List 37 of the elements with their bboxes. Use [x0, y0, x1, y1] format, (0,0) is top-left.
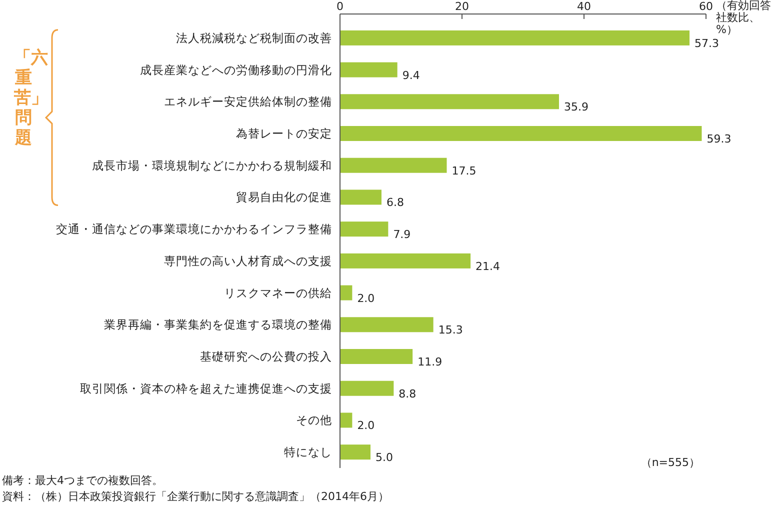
x-tick-label: 60: [699, 0, 713, 13]
y-tick-label: 取引関係・資本の枠を超えた連携促進への支援: [80, 381, 332, 396]
text: 備考：最大4つまでの複数回答。: [2, 474, 163, 487]
data-label: 5.0: [376, 451, 393, 464]
data-label: 8.8: [398, 387, 416, 400]
data-label: 2.0: [357, 419, 375, 432]
data-label: 35.9: [564, 100, 588, 114]
x-tick-label: 40: [577, 0, 591, 13]
y-tick-label: 交通・通信などの事業環境にかかわるインフラ整備: [56, 222, 332, 236]
x-tick-label: 20: [455, 0, 469, 13]
x-axis-title: （有効回答社数比、%）: [716, 0, 772, 36]
data-label: 57.3: [694, 36, 720, 50]
data-label: 2.0: [357, 292, 375, 305]
y-tick-label: その他: [296, 413, 332, 428]
y-tick-label: 法人税減税など税制面の改善: [176, 30, 332, 45]
data-label: 7.9: [393, 228, 411, 242]
y-tick-label: 貿易自由化の促進: [236, 190, 332, 204]
annotation: （n=555）: [640, 456, 700, 469]
data-label: 9.4: [402, 68, 420, 82]
text: 「六重苦」問題: [14, 48, 48, 148]
y-tick-label: 特になし: [284, 445, 332, 460]
data-label: 59.3: [706, 132, 732, 146]
y-tick-label: 業界再編・事業集約を促進する環境の整備: [104, 318, 332, 332]
data-label: 6.8: [386, 196, 404, 210]
y-tick-label: 成長市場・環境規制などにかかわる規制緩和: [92, 158, 332, 172]
y-tick-label: 専門性の高い人材育成への支援: [164, 254, 332, 268]
y-tick-label: リスクマネーの供給: [224, 286, 332, 300]
y-tick-label: 為替レートの安定: [236, 126, 332, 140]
y-tick-label: 成長産業などへの労働移動の円滑化: [140, 62, 332, 77]
y-tick-label: 基礎研究への公費の投入: [200, 350, 332, 364]
x-tick-label: 0: [336, 0, 344, 13]
data-label: 15.3: [438, 324, 463, 337]
data-label: 21.4: [476, 260, 500, 273]
text: 資料：（株）日本政策投資銀行「企業行動に関する意識調査」（2014年6月）: [2, 490, 389, 503]
data-label: 11.9: [418, 356, 442, 368]
data-label: 17.5: [452, 164, 476, 178]
y-tick-label: エネルギー安定供給体制の整備: [164, 94, 332, 109]
